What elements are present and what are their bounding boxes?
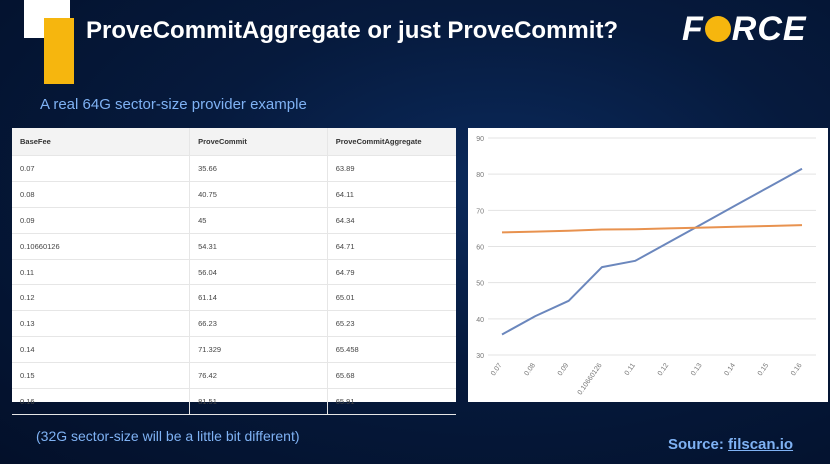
- table-cell: 0.12: [12, 284, 190, 312]
- table-cell: 64.71: [326, 233, 456, 260]
- x-tick-label: 0.11: [624, 362, 637, 377]
- series-aggregate-line: [501, 224, 803, 234]
- y-tick-label: 60: [476, 245, 484, 252]
- table-row: 0.12 61.14 65.01: [12, 284, 456, 312]
- y-tick-label: 70: [476, 208, 484, 215]
- y-tick-label: 30: [476, 353, 484, 360]
- logo-prefix: F: [682, 10, 704, 48]
- table-cell: 65.458: [326, 336, 456, 364]
- table-cell: 45: [189, 207, 328, 234]
- slide-title: ProveCommitAggregate or just ProveCommit…: [86, 17, 619, 44]
- table-row: 0.13 66.23 65.23: [12, 310, 456, 338]
- x-tick-label: 0.13: [690, 362, 704, 377]
- x-tick-label: 0.16: [790, 362, 804, 377]
- series-provecommit-line: [501, 167, 803, 336]
- logo-suffix: RCE: [731, 10, 807, 48]
- footnote: (32G sector-size will be a little bit di…: [36, 428, 300, 444]
- source-credit: Source: filscan.io: [668, 436, 793, 453]
- table-cell: 81.51: [189, 388, 328, 415]
- header-provecommit: ProveCommit: [189, 128, 328, 156]
- table-cell: 64.11: [326, 181, 456, 208]
- table-row: 0.07 35.66 63.89: [12, 155, 456, 182]
- force-logo: F RCE: [682, 10, 807, 49]
- table-cell: 0.07: [12, 155, 190, 182]
- x-tick-label: 0.09: [557, 362, 571, 377]
- table-header-row: BaseFee ProveCommit ProveCommitAggregate: [12, 128, 456, 156]
- x-tick-label: 0.08: [523, 362, 537, 377]
- table-cell: 65.01: [326, 284, 456, 312]
- table-cell: 54.31: [189, 233, 328, 260]
- logo-circle-icon: [704, 16, 731, 42]
- table-row: 0.08 40.75 64.11: [12, 181, 456, 208]
- table-row: 0.09 45 64.34: [12, 207, 456, 234]
- table-cell: 65.23: [326, 310, 456, 338]
- x-tick-label: 0.07: [490, 362, 504, 377]
- table-cell: 0.11: [12, 259, 190, 286]
- table-row: 0.10660126 54.31 64.71: [12, 233, 456, 260]
- table-cell: 63.89: [326, 155, 456, 182]
- source-label: Source:: [668, 436, 724, 453]
- table-cell: 0.10660126: [12, 233, 190, 260]
- table-cell: 0.14: [12, 336, 190, 364]
- table-row: 0.11 56.04 64.79: [12, 259, 456, 286]
- table-row: 0.16 81.51 65.91: [12, 388, 456, 415]
- table-row: 0.15 76.42 65.68: [12, 362, 456, 390]
- table-cell: 64.34: [326, 207, 456, 234]
- table-cell: 66.23: [189, 310, 328, 338]
- table-cell: 35.66: [189, 155, 328, 182]
- slide-subtitle: A real 64G sector-size provider example: [40, 96, 307, 113]
- x-tick-label: 0.14: [723, 362, 737, 377]
- table-cell: 65.91: [326, 388, 456, 415]
- y-tick-label: 40: [476, 317, 484, 324]
- header-provecommitaggregate: ProveCommitAggregate: [326, 128, 456, 156]
- table-cell: 65.68: [326, 362, 456, 390]
- table-cell: 0.16: [12, 388, 190, 415]
- line-chart-svg: 30 40 50 60 70 80 90 0.07 0.08 0.09 0.10660126 0.11…: [476, 136, 816, 396]
- table-cell: 0.09: [12, 207, 190, 234]
- table-cell: 0.08: [12, 181, 190, 208]
- table-cell: 61.14: [189, 284, 328, 312]
- x-tick-label: 0.15: [757, 362, 771, 377]
- y-tick-label: 80: [476, 172, 484, 179]
- table-cell: 76.42: [189, 362, 328, 390]
- table-cell: 0.13: [12, 310, 190, 338]
- table-cell: 71.329: [189, 336, 328, 364]
- line-chart: 30 40 50 60 70 80 90 0.07 0.08 0.09 0.10660126 0.11…: [468, 128, 828, 402]
- header-basefee: BaseFee: [12, 128, 190, 156]
- table-cell: 40.75: [189, 181, 328, 208]
- source-link[interactable]: filscan.io: [728, 436, 794, 453]
- y-tick-label: 90: [476, 136, 484, 143]
- y-tick-label: 50: [476, 281, 484, 288]
- x-tick-label: 0.10660126: [577, 362, 604, 396]
- table-cell: 64.79: [326, 259, 456, 286]
- table-cell: 56.04: [189, 259, 328, 286]
- table-row: 0.14 71.329 65.458: [12, 336, 456, 364]
- table-cell: 0.15: [12, 362, 190, 390]
- x-tick-label: 0.12: [657, 362, 671, 377]
- data-table: BaseFee ProveCommit ProveCommitAggregate…: [12, 128, 456, 415]
- decorative-yellow-block: [44, 18, 74, 84]
